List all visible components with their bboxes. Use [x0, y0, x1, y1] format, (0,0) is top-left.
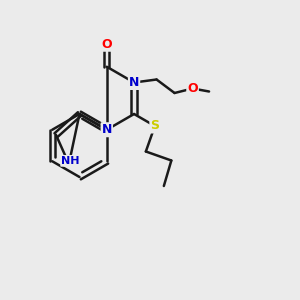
Text: S: S	[150, 119, 159, 133]
Text: NH: NH	[61, 156, 80, 166]
Text: O: O	[101, 38, 112, 51]
Text: O: O	[187, 82, 198, 95]
Text: N: N	[102, 123, 112, 136]
Text: N: N	[129, 76, 139, 89]
